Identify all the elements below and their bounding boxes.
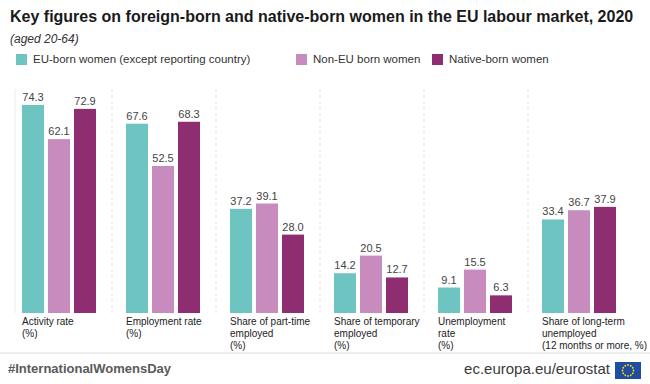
data-label: 36.7 — [568, 196, 589, 208]
flag-star — [622, 370, 624, 372]
category-line: Share of long-term — [542, 316, 625, 327]
flag-star — [630, 365, 632, 367]
category-line: (%) — [230, 340, 246, 351]
flag-star — [632, 367, 634, 369]
bar — [542, 219, 564, 313]
data-label: 12.7 — [386, 263, 407, 275]
separator — [216, 89, 217, 313]
category-label: Unemploymentrate(%) — [438, 316, 505, 351]
category-line: Share of part-time — [230, 316, 310, 327]
legend-label: Native-born women — [449, 53, 549, 65]
category-line: rate — [438, 328, 456, 339]
category-line: employed — [230, 328, 273, 339]
flag-star — [632, 372, 634, 374]
data-label: 28.0 — [282, 221, 303, 233]
flag-star — [624, 374, 626, 376]
chart: Key figures on foreign-born and native-b… — [0, 0, 650, 384]
data-label: 15.5 — [464, 256, 485, 268]
data-label: 6.3 — [493, 281, 508, 293]
title: Key figures on foreign-born and native-b… — [10, 8, 633, 25]
flag-star — [627, 375, 629, 377]
data-label: 74.3 — [22, 91, 43, 103]
bar — [282, 235, 304, 313]
data-label: 67.6 — [126, 110, 147, 122]
eu-flag — [615, 362, 641, 379]
data-label: 62.1 — [48, 125, 69, 137]
bar — [178, 122, 200, 313]
bar — [594, 207, 616, 313]
bar — [386, 277, 408, 313]
legend-label: Non-EU born women — [313, 53, 420, 65]
separator — [424, 89, 425, 313]
footer-rule — [0, 353, 650, 354]
category-line: employed — [334, 328, 377, 339]
category-label: Share of long-termunemployed(12 months o… — [542, 316, 647, 351]
flag-star — [633, 370, 635, 372]
bar — [360, 256, 382, 313]
legend-swatch — [432, 54, 443, 65]
bar — [152, 166, 174, 313]
bar — [256, 204, 278, 313]
bar — [74, 109, 96, 313]
data-label: 20.5 — [360, 242, 381, 254]
bar — [230, 209, 252, 313]
hashtag: #InternationalWomensDay — [8, 361, 172, 376]
bar — [334, 273, 356, 313]
source: ec.europa.eu/eurostat — [464, 360, 611, 377]
data-labels: 74.3 62.1 72.9 67.6 52.5 68.3 37.2 39.1 28.0 14.2… — [22, 91, 615, 293]
separator — [528, 89, 529, 313]
data-label: 37.9 — [594, 193, 615, 205]
data-label: 39.1 — [256, 190, 277, 202]
data-label: 68.3 — [178, 108, 199, 120]
category-line: Share of temporary — [334, 316, 420, 327]
data-label: 72.9 — [74, 95, 95, 107]
category-line: Unemployment — [438, 316, 505, 327]
category-line: Employment rate — [126, 316, 202, 327]
category-label: Share of part-timeemployed(%) — [230, 316, 310, 351]
category-line: (%) — [334, 340, 350, 351]
bar — [126, 124, 148, 313]
flag-star — [624, 365, 626, 367]
data-label: 14.2 — [334, 259, 355, 271]
legend-swatch — [16, 54, 27, 65]
bar — [490, 295, 512, 313]
bars — [22, 105, 616, 313]
category-line: (%) — [438, 340, 454, 351]
data-label: 37.2 — [230, 195, 251, 207]
category-line: unemployed — [542, 328, 596, 339]
separator — [112, 89, 113, 313]
category-label: Share of temporaryemployed(%) — [334, 316, 420, 351]
category-label: Employment rate(%) — [126, 316, 202, 339]
separator — [320, 89, 321, 313]
flag-star — [627, 364, 629, 366]
bar — [438, 288, 460, 313]
category-line: (%) — [22, 328, 38, 339]
category-line: (12 months or more, %) — [542, 340, 647, 351]
bar — [568, 210, 590, 313]
bar — [464, 270, 486, 313]
category-label: Activity rate(%) — [22, 316, 74, 339]
value-axis — [15, 89, 16, 313]
category-line: (%) — [126, 328, 142, 339]
legend-swatch — [296, 54, 307, 65]
bar — [22, 105, 44, 313]
bar — [48, 139, 70, 313]
data-label: 52.5 — [152, 152, 173, 164]
subtitle: (aged 20-64) — [10, 32, 79, 46]
data-label: 33.4 — [542, 205, 563, 217]
flag-star — [630, 374, 632, 376]
flag-star — [622, 367, 624, 369]
data-label: 9.1 — [441, 274, 456, 286]
category-line: Activity rate — [22, 316, 74, 327]
flag-star — [622, 372, 624, 374]
legend-label: EU-born women (except reporting country) — [33, 53, 250, 65]
